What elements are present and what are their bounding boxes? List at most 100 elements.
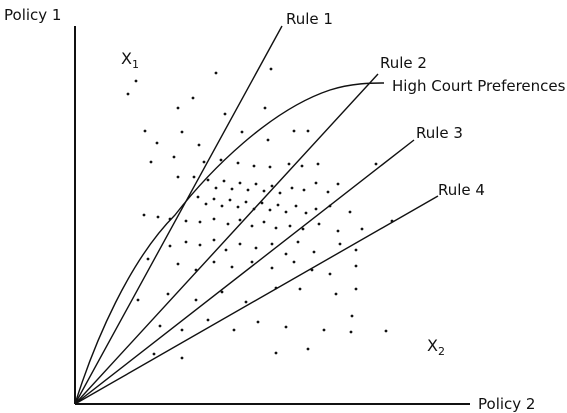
scatter-dot — [270, 266, 274, 270]
scatter-dot — [300, 164, 304, 168]
scatter-dot — [250, 260, 254, 264]
scatter-dot — [290, 186, 294, 190]
scatter-dot — [156, 215, 160, 219]
scatter-dot — [134, 79, 138, 83]
scatter-dot — [236, 205, 240, 209]
scatter-dot — [292, 260, 296, 264]
scatter-dot — [136, 298, 140, 302]
scatter-dot — [214, 71, 218, 75]
x2-label: X2 — [427, 336, 445, 358]
scatter-dot — [230, 265, 234, 269]
scatter-dot — [191, 96, 195, 100]
scatter-dot — [246, 188, 250, 192]
scatter-dot — [146, 257, 150, 261]
scatter-dot — [214, 186, 218, 190]
scatter-dot — [278, 191, 282, 195]
scatter-dot — [252, 164, 256, 168]
scatter-dot — [374, 162, 378, 166]
scatter-dot — [294, 204, 298, 208]
scatter-dot — [192, 175, 196, 179]
scatter-dot — [220, 204, 224, 208]
y-axis-label: Policy 1 — [4, 6, 61, 24]
rule-2-line — [74, 73, 379, 405]
scatter-dot — [292, 129, 296, 133]
scatter-dot — [176, 262, 180, 266]
scatter-dot — [223, 112, 227, 116]
scatter-dot — [274, 351, 278, 355]
scatter-dot — [288, 224, 292, 228]
scatter-dot — [142, 213, 146, 217]
scatter-dot — [152, 352, 156, 356]
scatter-dot — [206, 178, 210, 182]
rule-2-label: Rule 2 — [380, 54, 427, 72]
scatter-dot — [155, 141, 159, 145]
scatter-dot — [212, 238, 216, 242]
scatter-dot — [202, 160, 206, 164]
scatter-dot — [172, 155, 176, 159]
scatter-dot — [284, 325, 288, 329]
scatter-dot — [349, 330, 353, 334]
high-court-preferences-curve — [74, 82, 385, 405]
scatter-dot — [254, 246, 258, 250]
scatter-dot — [266, 138, 270, 142]
scatter-dot — [317, 222, 321, 226]
scatter-dot — [304, 211, 308, 215]
scatter-dot — [263, 106, 267, 110]
rule-3-label: Rule 3 — [416, 124, 463, 142]
x1-base: X — [121, 49, 132, 68]
scatter-dot — [322, 328, 326, 332]
scatter-dot — [338, 242, 342, 246]
scatter-dot — [326, 190, 330, 194]
scatter-dot — [244, 300, 248, 304]
scatter-dot — [316, 162, 320, 166]
scatter-dot — [262, 220, 266, 224]
scatter-dot — [270, 242, 274, 246]
scatter-dot — [384, 329, 388, 333]
scatter-dot — [276, 203, 280, 207]
scatter-dot — [204, 202, 208, 206]
scatter-dot — [254, 182, 258, 186]
scatter-dot — [176, 175, 180, 179]
scatter-dot — [284, 210, 288, 214]
scatter-dot — [314, 207, 318, 211]
scatter-dot — [212, 197, 216, 201]
scatter-dot — [270, 184, 274, 188]
x-axis-label: Policy 2 — [478, 395, 535, 413]
rule-4-label: Rule 4 — [438, 181, 485, 199]
scatter-dot — [269, 67, 273, 71]
scatter-dot — [348, 210, 352, 214]
scatter-dot — [236, 161, 240, 165]
x1-label: X1 — [121, 49, 139, 71]
rule-1-line — [74, 25, 283, 405]
scatter-dot — [256, 320, 260, 324]
scatter-dot — [354, 248, 358, 252]
scatter-dot — [336, 182, 340, 186]
scatter-dot — [206, 318, 210, 322]
scatter-dot — [274, 226, 278, 230]
scatter-dot — [176, 106, 180, 110]
scatter-dot — [240, 130, 244, 134]
scatter-dot — [180, 356, 184, 360]
scatter-dot — [219, 158, 223, 162]
x1-subscript: 1 — [132, 58, 139, 71]
x2-base: X — [427, 336, 438, 355]
scatter-dot — [222, 179, 226, 183]
rule-4-line — [74, 195, 439, 405]
scatter-dot — [196, 195, 200, 199]
scatter-dot — [184, 240, 188, 244]
scatter-dot — [336, 229, 340, 233]
rule-3-line — [74, 139, 415, 405]
scatter-dot — [296, 240, 300, 244]
scatter-dot — [287, 162, 291, 166]
scatter-dot — [328, 272, 332, 276]
scatter-dot — [212, 260, 216, 264]
scatter-dot — [284, 252, 288, 256]
rule-1-label: Rule 1 — [286, 10, 333, 28]
scatter-dot — [226, 222, 230, 226]
scatter-dot — [168, 244, 172, 248]
scatter-dot — [268, 165, 272, 169]
scatter-dot — [184, 219, 188, 223]
scatter-dot — [230, 187, 234, 191]
scatter-dot — [194, 298, 198, 302]
x2-subscript: 2 — [438, 345, 445, 358]
